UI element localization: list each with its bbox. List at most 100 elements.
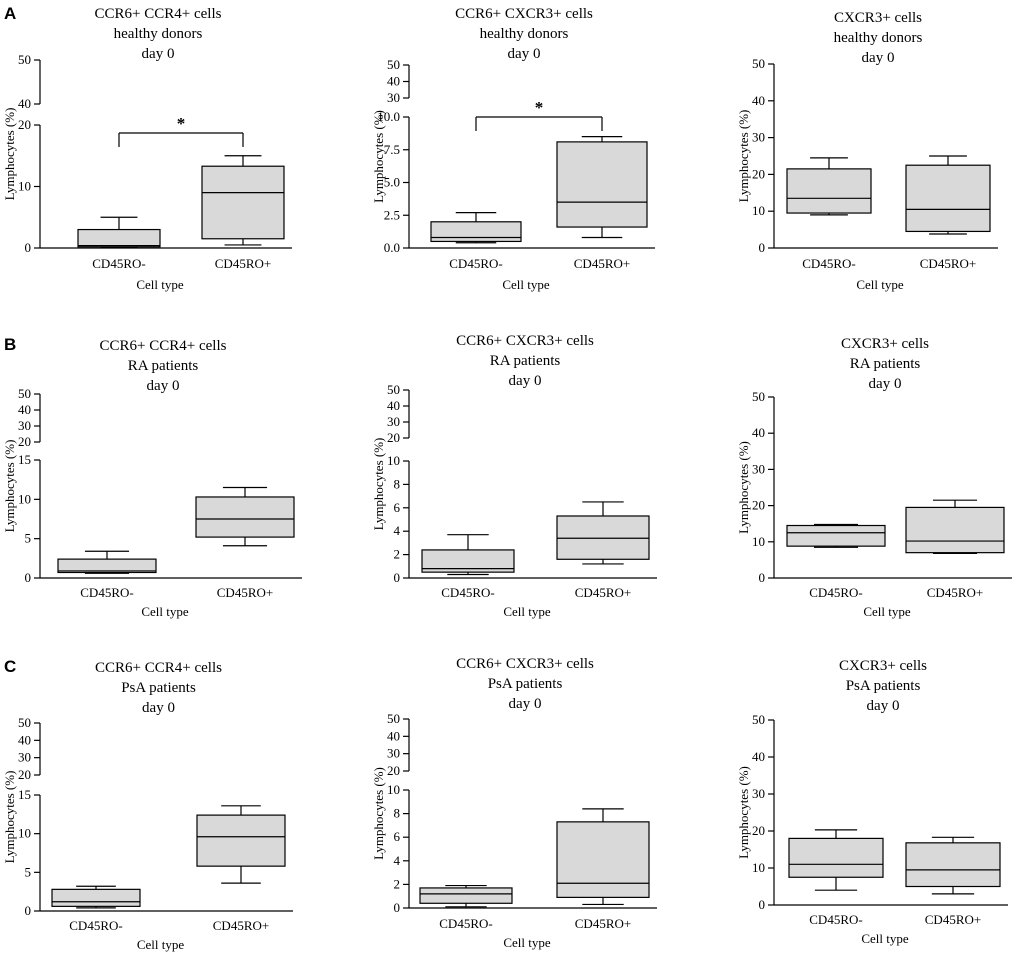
y-tick-label: 0	[394, 570, 401, 585]
chart-title-line: day 0	[862, 50, 895, 66]
panel-letter-c: C	[4, 657, 16, 676]
chart-title-line: day 0	[509, 696, 542, 712]
significance-star: *	[535, 98, 544, 117]
y-axis-label: Lymphocytes (%)	[2, 108, 17, 201]
y-tick-label: 20	[18, 117, 31, 132]
x-tick-label: CD45RO-	[449, 256, 502, 271]
chart-title-line: day 0	[867, 698, 900, 714]
y-tick-label: 0	[25, 240, 32, 255]
box-cd45ro	[786, 524, 886, 547]
box-cd45ro	[905, 164, 991, 233]
y-tick-label: 50	[752, 56, 765, 71]
y-tick-label: 2	[394, 876, 401, 891]
y-tick-label: 0	[759, 570, 766, 585]
chart-2: CCR6+ CXCR3+ cells healthy donors day 0 0.0…	[371, 6, 655, 292]
chart-title-line: PsA patients	[846, 678, 921, 694]
y-tick-label: 15	[18, 787, 31, 802]
y-tick-label: 5	[25, 531, 32, 546]
chart-7: CCR6+ CCR4+ cells PsA patients day 0 0 5 10 15…	[2, 660, 293, 952]
chart-title-line: RA patients	[490, 353, 561, 369]
x-tick-label: CD45RO-	[69, 918, 122, 933]
y-tick-label: 40	[387, 728, 400, 743]
y-tick-label: 2	[394, 547, 401, 562]
y-tick-label: 6	[394, 500, 401, 515]
x-tick-label: CD45RO+	[215, 256, 271, 271]
y-tick-label: 6	[394, 829, 401, 844]
x-axis-label: Cell type	[136, 277, 184, 292]
y-tick-label: 30	[387, 746, 400, 761]
y-tick-label: 40	[752, 425, 765, 440]
y-tick-label: 30	[752, 130, 765, 145]
y-tick-label: 20	[752, 166, 765, 181]
x-axis-label: Cell type	[503, 935, 551, 950]
y-tick-label: 40	[387, 398, 400, 413]
x-tick-label: CD45RO+	[920, 256, 976, 271]
chart-1: CCR6+ CCR4+ cells healthy donors day 0 0 10 2…	[2, 6, 292, 292]
y-tick-label: 8	[394, 806, 401, 821]
x-tick-label: CD45RO-	[92, 256, 145, 271]
y-tick-label: 0	[25, 570, 32, 585]
x-tick-label: CD45RO+	[217, 585, 273, 600]
chart-5: CCR6+ CXCR3+ cells RA patients day 0 0 2 4 6 8 1…	[371, 333, 657, 619]
chart-8: CCR6+ CXCR3+ cells PsA patients day 0 0 2 4 6 8…	[371, 656, 657, 950]
x-axis-label: Cell type	[503, 604, 551, 619]
x-axis-label: Cell type	[502, 277, 550, 292]
y-tick-label: 10	[752, 534, 765, 549]
y-tick-label: 30	[18, 418, 31, 433]
y-tick-label: 8	[394, 476, 401, 491]
x-tick-label: CD45RO+	[574, 256, 630, 271]
y-tick-label: 50	[18, 715, 31, 730]
y-tick-label: 7.5	[384, 142, 400, 157]
y-tick-label: 40	[18, 402, 31, 417]
chart-title-line: CCR6+ CXCR3+ cells	[455, 6, 593, 22]
y-tick-label: 5	[25, 864, 32, 879]
y-tick-label: 30	[752, 786, 765, 801]
y-tick-label: 10	[752, 860, 765, 875]
chart-title-line: CXCR3+ cells	[839, 658, 927, 674]
chart-title-line: RA patients	[850, 356, 921, 372]
x-tick-label: CD45RO+	[213, 918, 269, 933]
y-tick-label: 20	[752, 823, 765, 838]
y-tick-label: 50	[752, 389, 765, 404]
y-tick-label: 0	[759, 240, 766, 255]
significance-star: *	[177, 114, 186, 133]
y-tick-label: 10	[387, 453, 400, 468]
x-axis-label: Cell type	[856, 277, 904, 292]
y-tick-label: 0	[25, 903, 32, 918]
y-tick-label: 10	[18, 826, 31, 841]
x-tick-label: CD45RO+	[927, 585, 983, 600]
x-axis-label: Cell type	[863, 604, 911, 619]
y-tick-label: 10	[752, 203, 765, 218]
y-tick-label: 30	[387, 90, 400, 105]
box-cd45ro	[201, 165, 285, 240]
y-tick-label: 5.0	[384, 175, 400, 190]
x-tick-label: CD45RO-	[80, 585, 133, 600]
chart-title-line: CXCR3+ cells	[841, 336, 929, 352]
y-tick-label: 50	[387, 711, 400, 726]
chart-title-line: CCR6+ CCR4+ cells	[95, 6, 222, 22]
y-tick-label: 0.0	[384, 240, 400, 255]
y-tick-label: 20	[752, 498, 765, 513]
chart-title-line: CCR6+ CXCR3+ cells	[456, 656, 594, 672]
y-axis-label: Lymphocytes (%)	[371, 438, 386, 531]
chart-9: CXCR3+ cells PsA patients day 0 0 10 20 30 40 50…	[736, 658, 1008, 946]
x-tick-label: CD45RO+	[575, 916, 631, 931]
box-cd45ro	[905, 506, 1005, 554]
x-tick-label: CD45RO-	[802, 256, 855, 271]
x-tick-label: CD45RO-	[439, 916, 492, 931]
box-cd45ro	[195, 496, 295, 538]
chart-title-line: CCR6+ CXCR3+ cells	[456, 333, 594, 349]
box-cd45ro	[77, 228, 161, 248]
x-tick-label: CD45RO-	[809, 912, 862, 927]
x-axis-label: Cell type	[861, 931, 909, 946]
chart-title-line: CXCR3+ cells	[834, 10, 922, 26]
panel-letter-b: B	[4, 335, 16, 354]
box-cd45ro	[786, 168, 872, 214]
y-axis-label: Lymphocytes (%)	[371, 110, 386, 203]
y-tick-label: 50	[387, 382, 400, 397]
x-tick-label: CD45RO+	[925, 912, 981, 927]
y-tick-label: 50	[387, 57, 400, 72]
y-axis-label: Lymphocytes (%)	[736, 766, 751, 859]
chart-title-line: day 0	[508, 46, 541, 62]
box-cd45ro	[196, 814, 286, 867]
